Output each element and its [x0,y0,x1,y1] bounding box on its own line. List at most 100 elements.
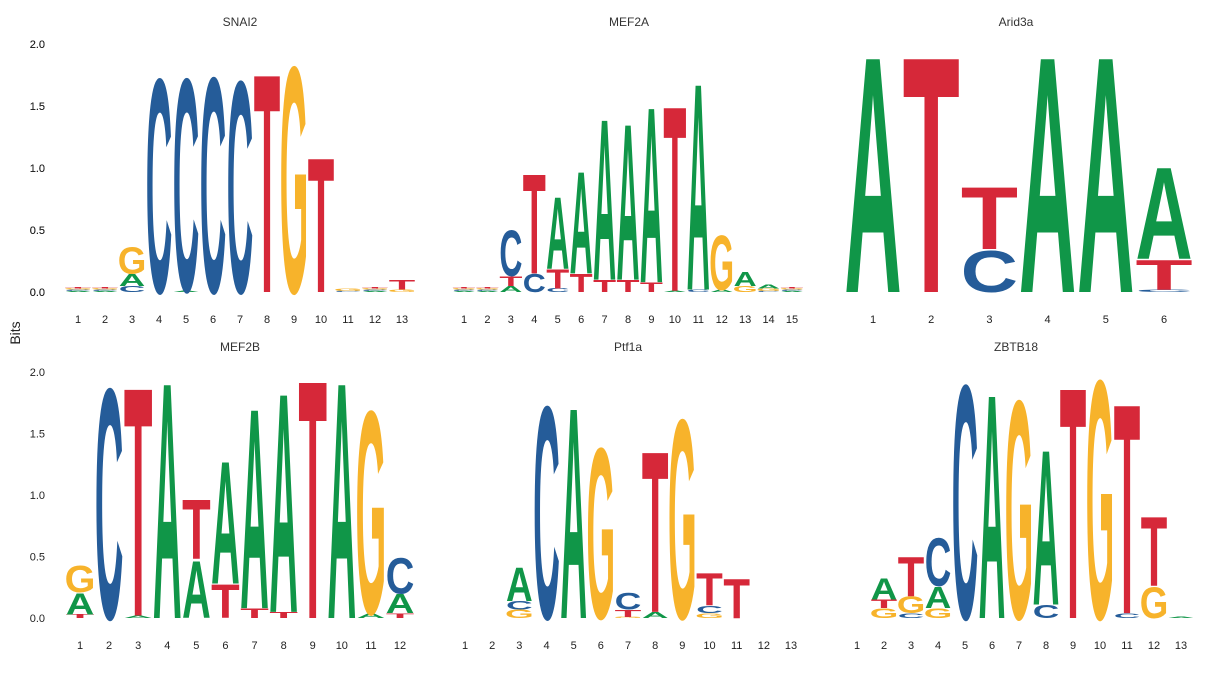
logo-letter-T: T [269,611,298,620]
x-tick-label: 9 [648,314,654,326]
logo-letter-T: T [66,614,95,620]
x-tick-label: 15 [786,314,798,326]
logo-letter-T: T [898,544,925,608]
x-tick-label: 10 [315,314,327,326]
logo-letter-C: C [696,604,723,616]
y-tick-label: 1.5 [30,429,45,441]
x-tick-label: 2 [484,314,490,326]
x-tick-label: 13 [785,640,797,652]
logo-letter-A: A [1077,0,1134,365]
logo-letter-T: T [961,169,1018,268]
x-tick-label: 8 [1043,640,1049,652]
logo-letter-T: T [615,607,643,619]
y-tick-label: 0.0 [30,287,45,299]
y-tick-label: 0.5 [30,225,45,237]
logo-letter-G: G [897,591,926,618]
logo-letter-C: C [200,13,227,358]
logo-letter-C: C [506,599,533,612]
x-tick-label: 7 [625,640,631,652]
logo-letter-T: T [640,280,663,296]
logo-letter-T: T [663,53,686,348]
logo-letter-C: C [961,237,1018,304]
logo-letter-G: G [1140,578,1169,628]
logo-letter-A: A [362,290,389,292]
logo-letter-A: A [119,271,146,290]
logo-letter-A: A [173,290,200,292]
x-tick-label: 7 [251,640,257,652]
y-tick-label: 1.5 [30,101,45,113]
logo-letter-A: A [1168,616,1195,618]
logo-letter-A: A [506,558,533,612]
logo-letter-T: T [65,287,92,289]
panel-snai2: SNAI2 0.00.51.01.52.01 2 3 4 5 6 7 8 9 10 11 12 13AC… [30,0,417,361]
x-tick-label: 1 [77,640,83,652]
logo-letter-C: C [925,524,952,601]
y-tick-label: 1.0 [30,163,45,175]
x-tick-label: 5 [962,640,968,652]
logo-letter-C: C [335,290,362,292]
logo-letter-C: C [1033,602,1060,623]
logo-letter-T: T [124,319,153,677]
logo-letter-G: G [586,398,615,671]
logo-letter-G: G [452,288,477,290]
x-tick-label: 8 [625,314,631,326]
logo-letter-T: T [617,277,640,296]
logo-letter-T: T [362,287,389,289]
x-tick-label: 9 [310,640,316,652]
x-tick-label: 6 [989,640,995,652]
logo-letter-T: T [570,269,593,298]
logo-letter-T: T [211,576,240,630]
logo-letter-C: C [1135,289,1192,293]
logo-letter-C: C [546,287,569,293]
logo-letter-A: A [780,290,803,292]
x-tick-label: 2 [106,640,112,652]
logo-letter-A: A [386,589,415,620]
logo-letter-G: G [475,288,500,290]
logo-letter-T: T [696,564,723,616]
x-tick-label: 3 [508,314,514,326]
x-tick-label: 2 [102,314,108,326]
logo-letter-G: G [505,607,534,620]
panel-arid3a: Arid3a 1 2 3 4 5 6A T CT A A CTA [844,0,1192,365]
logo-letter-C: C [780,289,803,291]
x-tick-label: 3 [135,640,141,652]
y-tick-label: 1.0 [30,163,45,175]
x-tick-label: 2 [928,314,934,326]
logo-letter-C: C [452,289,475,291]
logo-letter-A: A [871,572,898,606]
x-tick-label: 11 [342,314,353,326]
logo-letter-A: A [182,544,211,636]
logo-letter-C: C [476,289,499,291]
x-tick-label: 4 [531,314,537,326]
x-tick-label: 6 [598,640,604,652]
logo-letter-C: C [386,548,415,605]
logo-letter-G: G [924,606,953,621]
logo-letter-A: A [710,289,733,293]
logo-letter-C: C [533,343,560,677]
logo-letter-A: A [499,284,522,294]
x-tick-label: 13 [739,314,751,326]
x-tick-label: 12 [369,314,381,326]
panel-title-snai2: SNAI2 [223,15,258,29]
logo-letter-A: A [1033,404,1060,652]
logo-letter-G: G [388,289,417,293]
logo-letter-A: A [757,284,780,290]
logo-letter-G: G [733,284,758,294]
logo-letter-C: C [898,612,925,620]
logo-letter-C: C [523,270,546,298]
x-tick-label: 6 [1161,314,1167,326]
y-tick-label: 0.0 [30,287,45,299]
x-tick-label: 13 [1175,640,1187,652]
logo-letter-G: G [780,288,805,290]
logo-letter-G: G [695,612,724,620]
logo-letter-G: G [91,288,120,290]
x-tick-label: 3 [516,640,522,652]
logo-letter-A: A [844,0,901,365]
logo-letter-T: T [1135,251,1192,299]
logo-letter-T: T [642,405,669,662]
x-tick-label: 10 [336,640,348,652]
logo-letter-T: T [903,0,960,364]
logo-letter-A: A [269,328,298,677]
